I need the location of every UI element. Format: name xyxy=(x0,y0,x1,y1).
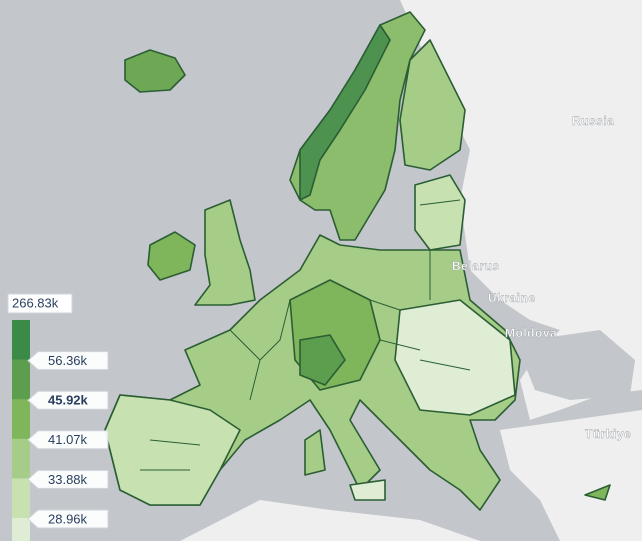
region xyxy=(299,24,391,201)
legend-tick-label: 266.83k xyxy=(12,295,59,310)
land-outside xyxy=(500,410,642,541)
region xyxy=(349,479,386,501)
region xyxy=(299,334,346,386)
place-label: Moldova xyxy=(505,326,557,340)
region xyxy=(194,199,256,306)
colorbar-segment xyxy=(12,518,30,541)
sea xyxy=(525,330,635,400)
legend-tick-label: 28.96k xyxy=(48,511,88,526)
region xyxy=(584,484,611,501)
region xyxy=(104,394,241,506)
region xyxy=(394,299,516,416)
legend-tick-pointer xyxy=(27,469,109,489)
legend-tick-pointer xyxy=(27,351,109,371)
legend-tick-pointer xyxy=(27,509,109,529)
place-label: Ukraine xyxy=(488,291,536,305)
colorbar-segment xyxy=(12,478,30,519)
place-label: Russia xyxy=(572,114,614,128)
land-outside xyxy=(180,500,480,541)
region xyxy=(304,429,326,476)
colorbar-segment xyxy=(12,320,30,361)
region xyxy=(414,174,466,251)
place-label: Türkiye xyxy=(585,427,631,441)
legend: 266.83k 56.36k 45.92k 41.07k 33.88k 28.96k xyxy=(7,293,109,541)
colorbar-segment xyxy=(12,399,30,440)
colorbar-segment xyxy=(12,359,30,400)
colorbar-segment xyxy=(12,438,30,479)
legend-tick-box xyxy=(7,293,73,314)
legend-tick-label: 41.07k xyxy=(48,432,88,447)
region xyxy=(124,49,186,93)
region xyxy=(399,39,466,171)
region xyxy=(147,231,196,281)
legend-tick-pointer xyxy=(27,390,109,410)
region-border xyxy=(140,199,471,471)
legend-tick-pointer xyxy=(27,430,109,450)
place-label: Belarus xyxy=(452,259,500,273)
legend-tick-label: 33.88k xyxy=(48,472,88,487)
legend-tick-label: 45.92k xyxy=(48,393,89,408)
legend-tick-label: 56.36k xyxy=(48,353,88,368)
